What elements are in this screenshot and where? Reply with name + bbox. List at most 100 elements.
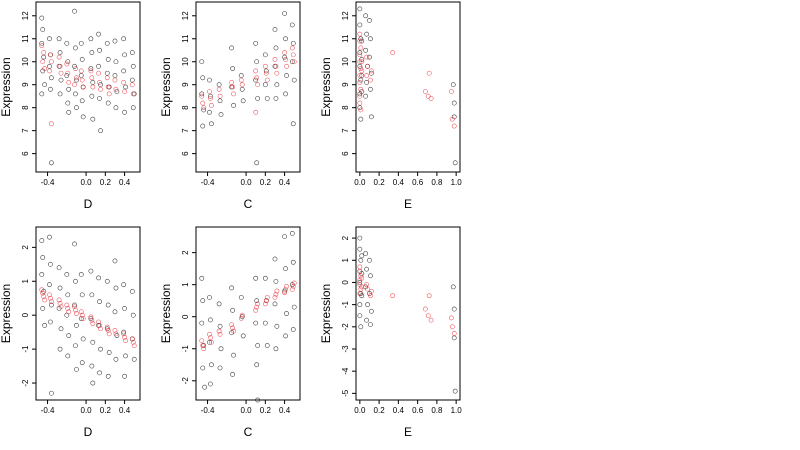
data-point-black (290, 40, 296, 46)
data-point-black (368, 36, 373, 42)
data-point-red (47, 68, 52, 74)
data-point-black (48, 319, 53, 325)
data-point-black (368, 273, 373, 279)
data-point-red (47, 292, 52, 298)
data-point-red (262, 301, 268, 307)
data-point-black (89, 363, 95, 369)
x-tick-label: -0.4 (201, 406, 215, 415)
data-point-black (231, 102, 236, 108)
data-point-red (425, 93, 431, 99)
plot-frame (35, 226, 141, 401)
data-point-black (78, 40, 84, 46)
x-tick-label: 0.4 (119, 178, 131, 187)
data-point-black (47, 282, 52, 288)
data-point-red (74, 75, 79, 81)
data-point-red (364, 54, 369, 60)
data-point-black (105, 302, 111, 308)
data-point-black (72, 241, 77, 247)
x-tick-label: 0.6 (412, 406, 424, 415)
data-point-black (364, 31, 369, 37)
data-point-black (282, 54, 287, 60)
data-point-red (90, 84, 96, 90)
data-point-red (283, 57, 288, 62)
data-point-black (130, 63, 136, 69)
data-point-black (358, 324, 364, 330)
data-point-black (357, 313, 363, 319)
data-point-black (57, 346, 63, 352)
data-point-black (78, 73, 84, 78)
y-tick-label: 11 (21, 34, 30, 43)
data-point-red (49, 59, 54, 65)
y-tick-label: 8 (341, 105, 350, 110)
data-point-red (104, 75, 110, 81)
x-tick-label: -0.4 (41, 178, 55, 187)
data-point-red (201, 105, 207, 111)
panel-bottom-right: 0.0 0.2 0.4 0.6 0.8 1.0 -5 -4 -3 -2 -1 0 1 2 E Expressi… (319, 226, 462, 439)
data-point-black (200, 123, 206, 129)
data-point-red (358, 45, 364, 51)
data-point-black (291, 77, 297, 83)
y-tick-label: -5 (341, 389, 350, 397)
data-point-red (368, 293, 373, 299)
data-point-red (57, 63, 63, 69)
data-point-black (359, 253, 365, 259)
y-tick-label: 2 (341, 235, 350, 240)
data-point-black (57, 91, 63, 97)
data-point-black (47, 36, 52, 42)
data-point-black (289, 59, 295, 65)
data-point-black (114, 89, 120, 94)
data-point-red (229, 322, 235, 328)
data-point-black (49, 390, 54, 396)
y-tick-label: 0 (181, 314, 190, 319)
data-point-red (449, 324, 455, 330)
data-point-black (105, 100, 111, 106)
data-point-black (74, 77, 79, 83)
data-point-red (216, 86, 222, 92)
data-point-black (240, 98, 246, 104)
data-point-black (291, 304, 297, 310)
x-tick-label: 0.2 (260, 178, 272, 187)
data-point-black (79, 98, 85, 104)
data-point-black (97, 370, 102, 376)
data-point-red (200, 100, 206, 106)
x-tick-label: 0.2 (260, 406, 272, 415)
data-point-black (90, 339, 96, 345)
data-point-red (130, 339, 136, 345)
y-tick-label: 12 (181, 11, 190, 20)
data-point-black (49, 302, 54, 308)
y-tick-label: 9 (341, 82, 350, 87)
data-point-black (284, 311, 289, 316)
y-tick-label: -1 (181, 345, 190, 353)
data-point-black (121, 329, 127, 335)
data-point-black (262, 82, 268, 88)
data-point-black (97, 96, 102, 101)
y-tick-label: 9 (21, 82, 30, 87)
data-point-black (255, 96, 261, 101)
data-point-red (231, 328, 236, 334)
data-point-black (113, 285, 119, 291)
data-point-black (90, 80, 96, 85)
data-point-red (48, 295, 53, 301)
data-point-black (452, 388, 458, 394)
data-point-red (78, 309, 84, 315)
data-point-red (80, 316, 86, 321)
data-point-red (64, 61, 70, 67)
y-tick-label: 6 (181, 151, 190, 156)
data-point-red (79, 312, 85, 318)
data-point-red (66, 309, 72, 315)
data-point-red (255, 82, 261, 88)
data-point-red (201, 346, 207, 352)
y-tick-label: 2 (21, 245, 30, 250)
data-point-black (254, 298, 260, 304)
data-point-black (289, 231, 295, 236)
data-point-black (238, 73, 244, 78)
y-tick-label: 11 (341, 34, 350, 43)
data-point-red (58, 70, 64, 76)
data-point-red (357, 264, 363, 270)
data-point-red (357, 73, 363, 78)
data-point-red (209, 102, 214, 108)
data-point-red (264, 77, 270, 83)
data-point-red (105, 84, 111, 90)
y-tick-label: 1 (181, 282, 190, 287)
data-point-black (282, 234, 287, 240)
